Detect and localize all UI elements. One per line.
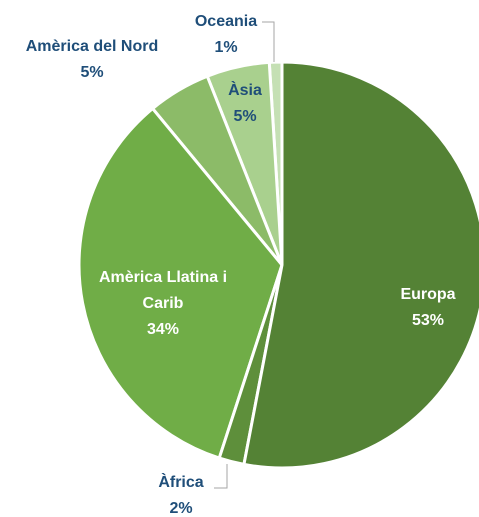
slice-label: Àfrica 2%: [141, 470, 221, 517]
value-label: 5%: [80, 64, 104, 81]
category-label: Amèrica Llatina i Carib: [98, 269, 228, 312]
pie-slice: [242, 60, 479, 470]
value-label: 5%: [233, 108, 257, 125]
slice-label: Europa 53%: [368, 282, 479, 334]
value-label: 34%: [146, 321, 180, 338]
value-label: 1%: [214, 39, 238, 56]
slice-label: Àsia 5%: [215, 78, 275, 130]
value-label: 53%: [411, 312, 445, 329]
category-label: Amèrica del Nord: [25, 38, 159, 55]
category-label: Europa: [400, 286, 456, 303]
slice-label: Oceania 1%: [181, 9, 271, 61]
leader-line: [262, 21, 275, 62]
slice-label: Amèrica Llatina i Carib 34%: [78, 265, 248, 343]
category-label: Àfrica: [158, 474, 204, 491]
value-label: 2%: [169, 500, 193, 517]
slice-label: Amèrica del Nord 5%: [2, 34, 182, 86]
pie-slice: [77, 107, 284, 460]
category-label: Àsia: [228, 82, 262, 99]
category-label: Oceania: [194, 13, 258, 30]
leader-line: [214, 464, 228, 489]
